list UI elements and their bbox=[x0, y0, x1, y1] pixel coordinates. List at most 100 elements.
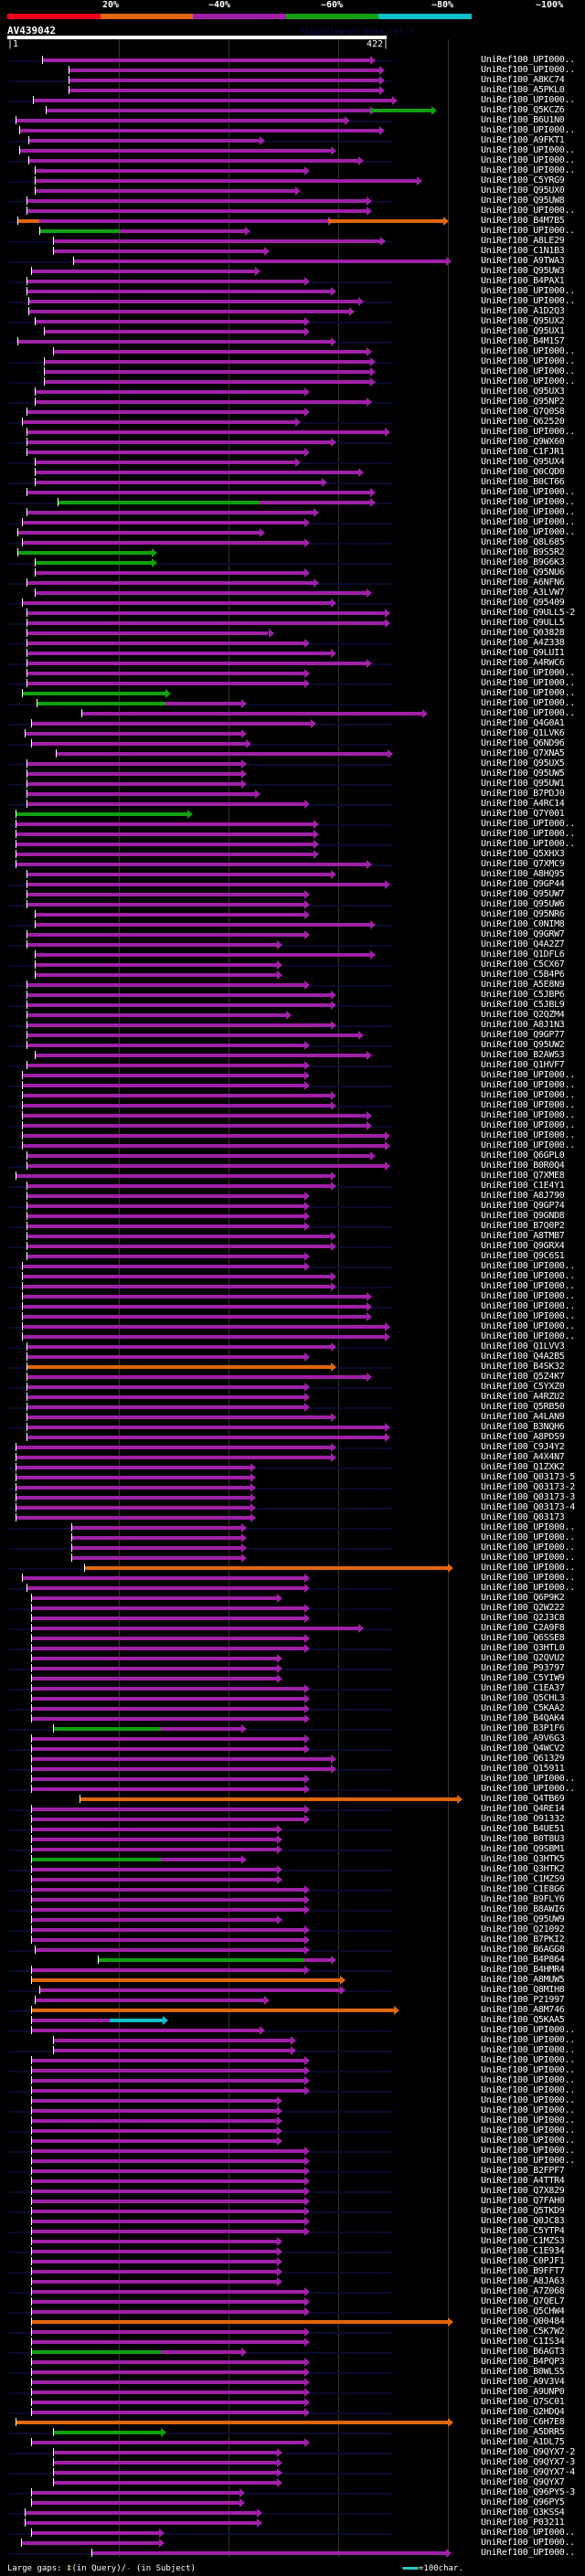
hit-label[interactable]: UniRef100_Q8MIH8 bbox=[481, 1985, 565, 1995]
hit-row[interactable]: UniRef100_Q03828 bbox=[0, 628, 585, 639]
hit-label[interactable]: UniRef100_Q95NR6 bbox=[481, 909, 565, 919]
hit-row[interactable]: UniRef100_UPI000.. bbox=[0, 2548, 585, 2559]
hit-row[interactable]: UniRef100_Q03173-4 bbox=[0, 1502, 585, 1513]
hit-label[interactable]: UniRef100_A9V3V4 bbox=[481, 2377, 565, 2387]
hit-row[interactable]: UniRef100_UPI000.. bbox=[0, 2105, 585, 2116]
hit-label[interactable]: UniRef100_Q95UX1 bbox=[481, 326, 565, 336]
hit-label[interactable]: UniRef100_A4Z338 bbox=[481, 638, 565, 648]
hit-row[interactable]: UniRef100_Q96PY5 bbox=[0, 2497, 585, 2508]
hit-row[interactable]: UniRef100_Q6P9K2 bbox=[0, 1593, 585, 1604]
hit-row[interactable]: UniRef100_Q03173-2 bbox=[0, 1482, 585, 1493]
hit-label[interactable]: UniRef100_B4P864 bbox=[481, 1955, 565, 1965]
hit-row[interactable]: UniRef100_Q7XME8 bbox=[0, 1171, 585, 1182]
hit-row[interactable]: UniRef100_UPI000.. bbox=[0, 65, 585, 76]
hit-label[interactable]: UniRef100_Q96PY5 bbox=[481, 2497, 565, 2507]
hit-label[interactable]: UniRef100_C1MZS3 bbox=[481, 2236, 565, 2246]
hit-row[interactable]: UniRef100_Q9GND8 bbox=[0, 1211, 585, 1222]
hit-row[interactable]: UniRef100_Q9ULL5-2 bbox=[0, 608, 585, 619]
hit-row[interactable]: UniRef100_B7PDJ0 bbox=[0, 789, 585, 800]
hit-label[interactable]: UniRef100_UPI000.. bbox=[481, 1583, 575, 1593]
hit-label[interactable]: UniRef100_B4M7B5 bbox=[481, 216, 565, 226]
hit-label[interactable]: UniRef100_P93797 bbox=[481, 1663, 565, 1673]
hit-row[interactable]: UniRef100_UPI000.. bbox=[0, 2156, 585, 2167]
hit-label[interactable]: UniRef100_UPI000.. bbox=[481, 1130, 575, 1140]
hit-row[interactable]: UniRef100_C0NIM8 bbox=[0, 919, 585, 930]
hit-label[interactable]: UniRef100_A5PKL0 bbox=[481, 85, 565, 95]
hit-row[interactable]: UniRef100_A8M746 bbox=[0, 2005, 585, 2016]
hit-label[interactable]: UniRef100_A8J1N3 bbox=[481, 1020, 565, 1030]
hit-label[interactable]: UniRef100_Q7SC01 bbox=[481, 2397, 565, 2407]
hit-label[interactable]: UniRef100_UPI000.. bbox=[481, 206, 575, 216]
hit-row[interactable]: UniRef100_Q1LVK6 bbox=[0, 728, 585, 739]
hit-label[interactable]: UniRef100_UPI000.. bbox=[481, 2528, 575, 2538]
hit-label[interactable]: UniRef100_A8HQ95 bbox=[481, 869, 565, 879]
hit-row[interactable]: UniRef100_UPI000.. bbox=[0, 507, 585, 518]
hit-label[interactable]: UniRef100_Q95UW1 bbox=[481, 779, 565, 789]
hit-label[interactable]: UniRef100_UPI000.. bbox=[481, 155, 575, 165]
hit-row[interactable]: UniRef100_B4PAX1 bbox=[0, 276, 585, 287]
hit-row[interactable]: UniRef100_A9TWA3 bbox=[0, 256, 585, 267]
hit-row[interactable]: UniRef100_A1DL75 bbox=[0, 2437, 585, 2448]
hit-row[interactable]: UniRef100_UPI000.. bbox=[0, 2065, 585, 2076]
hit-row[interactable]: UniRef100_Q9QYX7-2 bbox=[0, 2447, 585, 2458]
hit-row[interactable]: UniRef100_B4QAK4 bbox=[0, 1713, 585, 1724]
hit-row[interactable]: UniRef100_Q95UX5 bbox=[0, 758, 585, 769]
hit-label[interactable]: UniRef100_Q5CHW4 bbox=[481, 2306, 565, 2316]
hit-label[interactable]: UniRef100_Q00484 bbox=[481, 2316, 565, 2327]
hit-row[interactable]: UniRef100_Q5TKD9 bbox=[0, 2206, 585, 2217]
hit-label[interactable]: UniRef100_Q9QYX7-3 bbox=[481, 2457, 575, 2467]
hit-row[interactable]: UniRef100_C1EA37 bbox=[0, 1683, 585, 1694]
hit-row[interactable]: UniRef100_Q2QZM4 bbox=[0, 1010, 585, 1021]
hit-row[interactable]: UniRef100_UPI000.. bbox=[0, 1110, 585, 1121]
hit-label[interactable]: UniRef100_C0NIM8 bbox=[481, 919, 565, 929]
hit-label[interactable]: UniRef100_A8M746 bbox=[481, 2005, 565, 2015]
hit-row[interactable]: UniRef100_UPI000.. bbox=[0, 1311, 585, 1322]
hit-label[interactable]: UniRef100_Q8L685 bbox=[481, 537, 565, 547]
hit-row[interactable]: UniRef100_A5PKL0 bbox=[0, 85, 585, 96]
hit-label[interactable]: UniRef100_Q6ND96 bbox=[481, 738, 565, 748]
hit-row[interactable]: UniRef100_Q9GP77 bbox=[0, 1030, 585, 1041]
hit-label[interactable]: UniRef100_Q9GND8 bbox=[481, 1211, 565, 1221]
hit-label[interactable]: UniRef100_Q2W222 bbox=[481, 1603, 565, 1613]
hit-label[interactable]: UniRef100_UPI000.. bbox=[481, 527, 575, 537]
hit-row[interactable]: UniRef100_Q9GP74 bbox=[0, 1201, 585, 1212]
hit-label[interactable]: UniRef100_Q9ULL5-2 bbox=[481, 608, 575, 618]
hit-row[interactable]: UniRef100_UPI000.. bbox=[0, 527, 585, 538]
hit-label[interactable]: UniRef100_B3NQH6 bbox=[481, 1422, 565, 1432]
hit-label[interactable]: UniRef100_A5E8N9 bbox=[481, 980, 565, 990]
hit-row[interactable]: UniRef100_A4Z338 bbox=[0, 638, 585, 649]
hit-label[interactable]: UniRef100_Q9WX60 bbox=[481, 437, 565, 447]
hit-label[interactable]: UniRef100_Q15911 bbox=[481, 1764, 565, 1774]
hit-row[interactable]: UniRef100_UPI000.. bbox=[0, 2035, 585, 2046]
hit-row[interactable]: UniRef100_Q62520 bbox=[0, 417, 585, 428]
hit-label[interactable]: UniRef100_C5YRG9 bbox=[481, 175, 565, 186]
hit-label[interactable]: UniRef100_UPI000.. bbox=[481, 366, 575, 376]
hit-label[interactable]: UniRef100_Q7X829 bbox=[481, 2186, 565, 2196]
hit-row[interactable]: UniRef100_Q3HTL0 bbox=[0, 1643, 585, 1654]
hit-label[interactable]: UniRef100_UPI000.. bbox=[481, 517, 575, 527]
hit-row[interactable]: UniRef100_Q5KAA5 bbox=[0, 2015, 585, 2026]
hit-row[interactable]: UniRef100_Q2J3C8 bbox=[0, 1613, 585, 1624]
hit-label[interactable]: UniRef100_Q2J3C8 bbox=[481, 1613, 565, 1623]
hit-label[interactable]: UniRef100_UPI000.. bbox=[481, 1100, 575, 1110]
hit-row[interactable]: UniRef100_A4RC14 bbox=[0, 799, 585, 810]
hit-row[interactable]: UniRef100_B0WLS5 bbox=[0, 2367, 585, 2378]
hit-row[interactable]: UniRef100_A5DRR5 bbox=[0, 2427, 585, 2438]
hit-label[interactable]: UniRef100_B6AGG8 bbox=[481, 1945, 565, 1955]
hit-label[interactable]: UniRef100_Q5XHX3 bbox=[481, 849, 565, 859]
hit-row[interactable]: UniRef100_UPI000.. bbox=[0, 1321, 585, 1332]
hit-label[interactable]: UniRef100_Q5CHL3 bbox=[481, 1693, 565, 1703]
hit-row[interactable]: UniRef100_UPI000.. bbox=[0, 2538, 585, 2549]
hit-row[interactable]: UniRef100_UPI000.. bbox=[0, 708, 585, 719]
hit-label[interactable]: UniRef100_Q03173-2 bbox=[481, 1482, 575, 1492]
hit-row[interactable]: UniRef100_C5YIW9 bbox=[0, 1673, 585, 1684]
hit-label[interactable]: UniRef100_Q9QYX7-4 bbox=[481, 2467, 575, 2477]
hit-label[interactable]: UniRef100_A8J790 bbox=[481, 1191, 565, 1201]
hit-label[interactable]: UniRef100_A7Z068 bbox=[481, 2286, 565, 2296]
hit-row[interactable]: UniRef100_B9FLY6 bbox=[0, 1894, 585, 1905]
hit-label[interactable]: UniRef100_UPI000.. bbox=[481, 497, 575, 507]
hit-label[interactable]: UniRef100_UPI000.. bbox=[481, 356, 575, 366]
hit-label[interactable]: UniRef100_Q0CQD0 bbox=[481, 467, 565, 477]
hit-row[interactable]: UniRef100_A4RZU2 bbox=[0, 1392, 585, 1403]
hit-row[interactable]: UniRef100_P93797 bbox=[0, 1663, 585, 1674]
